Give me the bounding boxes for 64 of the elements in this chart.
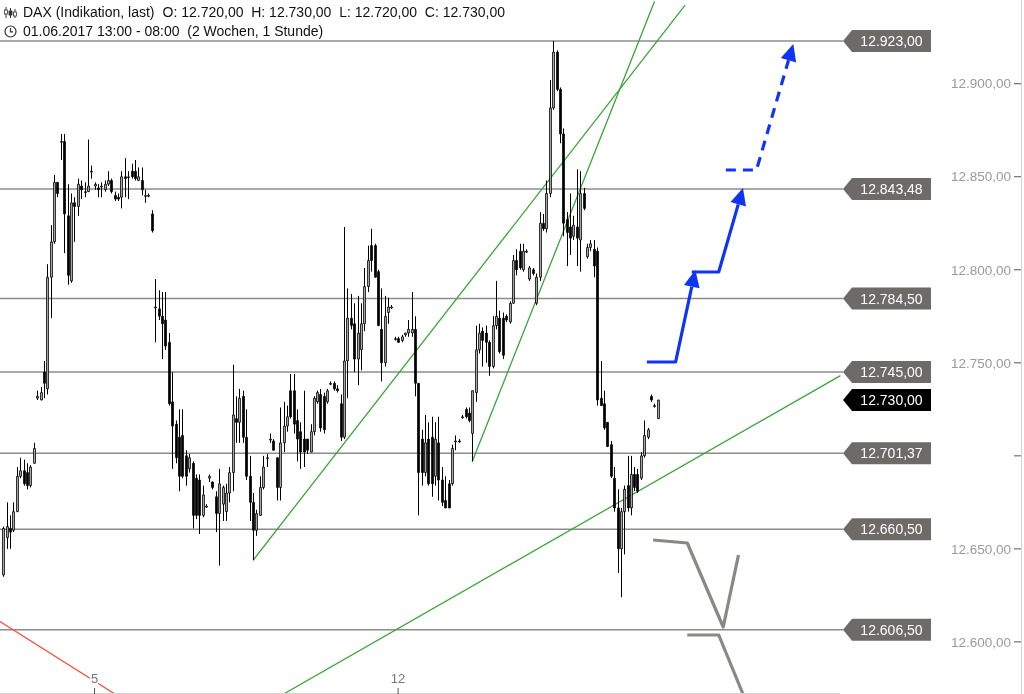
candlestick: [431, 416, 434, 498]
candlestick: [272, 438, 275, 451]
candlestick: [650, 393, 653, 403]
candlestick: [519, 243, 522, 271]
candlestick: [266, 453, 269, 468]
candlestick: [238, 388, 241, 444]
y-tick-label: 12.650,00: [950, 541, 1011, 557]
candlestick: [336, 384, 339, 394]
y-tick-label: 12.600,00: [950, 634, 1011, 650]
candlestick: [134, 159, 137, 181]
candlestick: [401, 334, 404, 343]
candlestick: [323, 392, 326, 435]
candlestick: [87, 139, 90, 193]
candlestick: [29, 464, 32, 488]
ref-line-label: 12.923,00: [860, 32, 923, 49]
candlestick: [198, 473, 201, 535]
ref-line-label: 12.843,48: [860, 180, 923, 197]
candlestick: [397, 336, 400, 343]
candlestick: [100, 181, 103, 198]
candlestick: [528, 265, 531, 282]
x-tick-label: 12: [390, 671, 406, 686]
candlestick: [333, 380, 336, 392]
candlestick: [154, 278, 157, 343]
candlestick: [67, 183, 70, 286]
candlestick: [114, 191, 117, 202]
candlestick: [141, 166, 144, 196]
ref-line-label: 12.701,37: [860, 445, 923, 462]
candlestick: [630, 455, 633, 516]
candlestick: [465, 406, 468, 420]
candlestick: [357, 295, 360, 386]
candlestick: [161, 291, 164, 360]
candlestick: [151, 209, 154, 234]
ref-line-label: 12.660,50: [860, 521, 923, 538]
y-tick-label: 12.800,00: [950, 262, 1011, 278]
chart-title: DAX (Indikation, last): [23, 3, 155, 21]
y-tick-label: 12.850,00: [950, 169, 1011, 185]
candlestick: [394, 336, 397, 341]
text: 01.06.2017 13:00 - 08:00 (2 Wochen, 1 Stunde): [23, 22, 324, 40]
candlestick: [36, 390, 39, 401]
candlestick: [178, 408, 181, 492]
ref-line-label: 12.606,50: [860, 621, 923, 638]
candlestick: [97, 183, 100, 198]
candlestick: [26, 462, 29, 490]
ref-line-label: 12.784,50: [860, 290, 923, 307]
text: 12.730,00: [860, 392, 923, 409]
candlestick: [657, 399, 660, 420]
candlestick: [23, 459, 26, 487]
candlestick: [481, 326, 484, 368]
candlestick: [218, 468, 221, 567]
candlestick: [579, 170, 582, 273]
ref-line-label: 12.745,00: [860, 364, 923, 381]
candlestick: [522, 243, 525, 273]
candlestick: [33, 442, 36, 464]
candlestick: [63, 133, 66, 254]
candlestick: [319, 388, 322, 433]
annotation: O: 12.720,00 H: 12.730,00 L: 12.720,00 C: 12.730,00: [162, 3, 505, 21]
candlestick: [502, 312, 505, 360]
y-tick-label: 12.900,00: [950, 76, 1011, 92]
candlestick: [144, 189, 147, 204]
y-tick-label: 12.750,00: [950, 355, 1011, 371]
candlestick: [343, 226, 346, 440]
candlestick: [586, 243, 589, 260]
candlestick: [279, 406, 282, 501]
candlestick: [303, 390, 306, 468]
